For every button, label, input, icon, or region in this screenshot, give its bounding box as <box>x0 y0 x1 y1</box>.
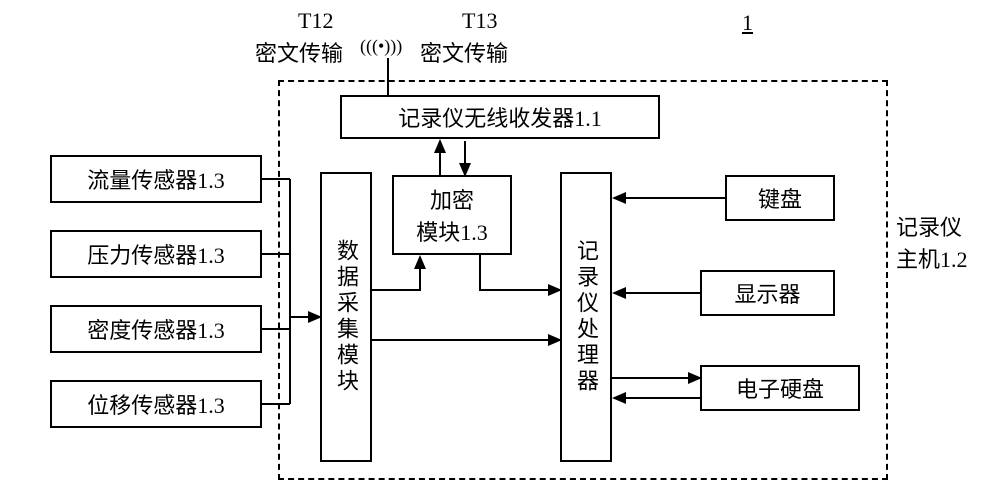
encryption-box: 加密 模块1.3 <box>392 175 512 255</box>
data-acquisition-box: 数据采集模块 <box>320 172 372 462</box>
t13-text-label: 密文传输 <box>420 36 508 68</box>
sensor-density-box: 密度传感器1.3 <box>50 305 262 353</box>
wireless-icon: (((•))) <box>360 36 402 57</box>
transceiver-box: 记录仪无线收发器1.1 <box>340 95 660 139</box>
sensor-flow-box: 流量传感器1.3 <box>50 155 262 203</box>
disk-box: 电子硬盘 <box>700 365 860 411</box>
system-number-label: 1 <box>742 10 753 36</box>
t13-id-label: T13 <box>462 8 497 34</box>
t12-text-label: 密文传输 <box>255 36 343 68</box>
sensor-displacement-box: 位移传感器1.3 <box>50 380 262 428</box>
diagram-canvas: 1 T12 密文传输 T13 密文传输 (((•))) 记录仪 主机1.2 记录… <box>0 0 1000 503</box>
sensor-pressure-box: 压力传感器1.3 <box>50 230 262 278</box>
recorder-host-label: 记录仪 主机1.2 <box>896 210 968 274</box>
keyboard-box: 键盘 <box>725 175 835 221</box>
t12-id-label: T12 <box>298 8 333 34</box>
processor-box: 记录仪处理器 <box>560 172 612 462</box>
display-box: 显示器 <box>700 270 835 316</box>
